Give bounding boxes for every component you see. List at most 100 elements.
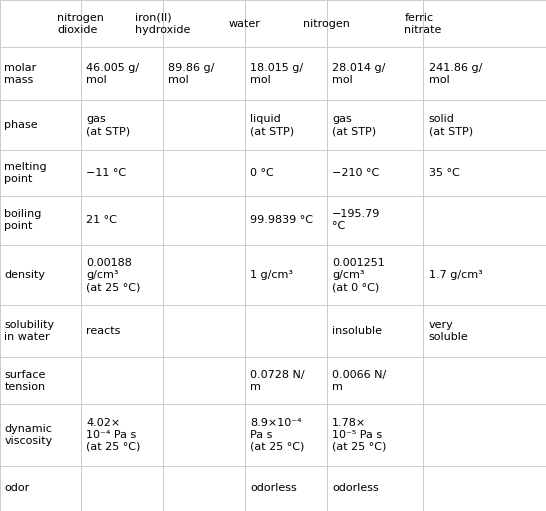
Text: nitrogen: nitrogen	[303, 19, 350, 29]
Bar	[81, 48, 163, 101]
Bar	[0, 196, 81, 245]
Bar	[327, 466, 423, 511]
Text: ferric
nitrate: ferric nitrate	[405, 13, 442, 35]
Text: surface
tension: surface tension	[4, 369, 46, 391]
Text: solid
(at STP): solid (at STP)	[429, 114, 473, 136]
Bar	[0, 357, 81, 404]
Bar	[423, 466, 546, 511]
Bar	[423, 245, 546, 306]
Bar	[423, 196, 546, 245]
Text: −11 °C: −11 °C	[86, 168, 126, 178]
Text: gas
(at STP): gas (at STP)	[332, 114, 376, 136]
Bar	[327, 357, 423, 404]
Text: odorless: odorless	[250, 483, 297, 494]
Bar	[0, 306, 81, 357]
Text: very
soluble: very soluble	[429, 320, 468, 342]
Bar	[423, 48, 546, 101]
Bar	[163, 357, 245, 404]
Text: 99.9839 °C: 99.9839 °C	[250, 215, 313, 225]
Text: gas
(at STP): gas (at STP)	[86, 114, 130, 136]
Bar	[245, 306, 327, 357]
Bar	[423, 357, 546, 404]
Text: 241.86 g/
mol: 241.86 g/ mol	[429, 63, 482, 85]
Bar	[423, 0, 546, 48]
Bar	[81, 150, 163, 196]
Text: odorless: odorless	[332, 483, 379, 494]
Text: nitrogen
dioxide: nitrogen dioxide	[57, 13, 104, 35]
Bar	[81, 0, 163, 48]
Bar	[245, 466, 327, 511]
Text: 46.005 g/
mol: 46.005 g/ mol	[86, 63, 139, 85]
Bar	[81, 404, 163, 466]
Bar	[0, 466, 81, 511]
Bar	[0, 245, 81, 306]
Text: dynamic
viscosity: dynamic viscosity	[4, 424, 52, 446]
Bar	[245, 150, 327, 196]
Text: 35 °C: 35 °C	[429, 168, 459, 178]
Bar	[81, 101, 163, 150]
Text: odor: odor	[4, 483, 29, 494]
Bar	[245, 404, 327, 466]
Text: 0.0728 N/
m: 0.0728 N/ m	[250, 369, 305, 391]
Bar	[327, 0, 423, 48]
Text: liquid
(at STP): liquid (at STP)	[250, 114, 294, 136]
Bar	[163, 0, 245, 48]
Text: −210 °C: −210 °C	[332, 168, 379, 178]
Bar	[327, 306, 423, 357]
Text: 0.00188
g/cm³
(at 25 °C): 0.00188 g/cm³ (at 25 °C)	[86, 258, 141, 292]
Text: 28.014 g/
mol: 28.014 g/ mol	[332, 63, 385, 85]
Text: 1.7 g/cm³: 1.7 g/cm³	[429, 270, 482, 280]
Bar	[423, 306, 546, 357]
Bar	[423, 101, 546, 150]
Text: 89.86 g/
mol: 89.86 g/ mol	[168, 63, 215, 85]
Bar	[81, 306, 163, 357]
Bar	[163, 466, 245, 511]
Text: 1 g/cm³: 1 g/cm³	[250, 270, 293, 280]
Bar	[327, 150, 423, 196]
Bar	[245, 101, 327, 150]
Bar	[163, 404, 245, 466]
Bar	[327, 245, 423, 306]
Text: 0.0066 N/
m: 0.0066 N/ m	[332, 369, 386, 391]
Bar	[0, 404, 81, 466]
Bar	[245, 196, 327, 245]
Bar	[327, 404, 423, 466]
Text: 8.9×10⁻⁴
Pa s
(at 25 °C): 8.9×10⁻⁴ Pa s (at 25 °C)	[250, 418, 305, 452]
Bar	[327, 48, 423, 101]
Text: boiling
point: boiling point	[4, 210, 41, 231]
Bar	[163, 196, 245, 245]
Text: density: density	[4, 270, 45, 280]
Text: phase: phase	[4, 120, 38, 130]
Bar	[0, 150, 81, 196]
Bar	[0, 101, 81, 150]
Text: solubility
in water: solubility in water	[4, 320, 55, 342]
Bar	[81, 245, 163, 306]
Text: iron(II)
hydroxide: iron(II) hydroxide	[135, 13, 191, 35]
Bar	[245, 0, 327, 48]
Bar	[327, 196, 423, 245]
Bar	[81, 196, 163, 245]
Bar	[245, 48, 327, 101]
Bar	[327, 101, 423, 150]
Bar	[163, 48, 245, 101]
Bar	[163, 245, 245, 306]
Text: insoluble: insoluble	[332, 327, 382, 336]
Text: 1.78×
10⁻⁵ Pa s
(at 25 °C): 1.78× 10⁻⁵ Pa s (at 25 °C)	[332, 418, 387, 452]
Bar	[245, 357, 327, 404]
Bar	[81, 466, 163, 511]
Text: melting
point: melting point	[4, 161, 47, 183]
Bar	[81, 357, 163, 404]
Bar	[423, 404, 546, 466]
Text: 4.02×
10⁻⁴ Pa s
(at 25 °C): 4.02× 10⁻⁴ Pa s (at 25 °C)	[86, 418, 141, 452]
Text: 21 °C: 21 °C	[86, 215, 117, 225]
Text: 0 °C: 0 °C	[250, 168, 274, 178]
Bar	[423, 150, 546, 196]
Text: molar
mass: molar mass	[4, 63, 37, 85]
Bar	[245, 245, 327, 306]
Text: reacts: reacts	[86, 327, 121, 336]
Bar	[163, 150, 245, 196]
Text: 0.001251
g/cm³
(at 0 °C): 0.001251 g/cm³ (at 0 °C)	[332, 258, 385, 292]
Text: −195.79
°C: −195.79 °C	[332, 210, 381, 231]
Bar	[0, 0, 81, 48]
Bar	[163, 101, 245, 150]
